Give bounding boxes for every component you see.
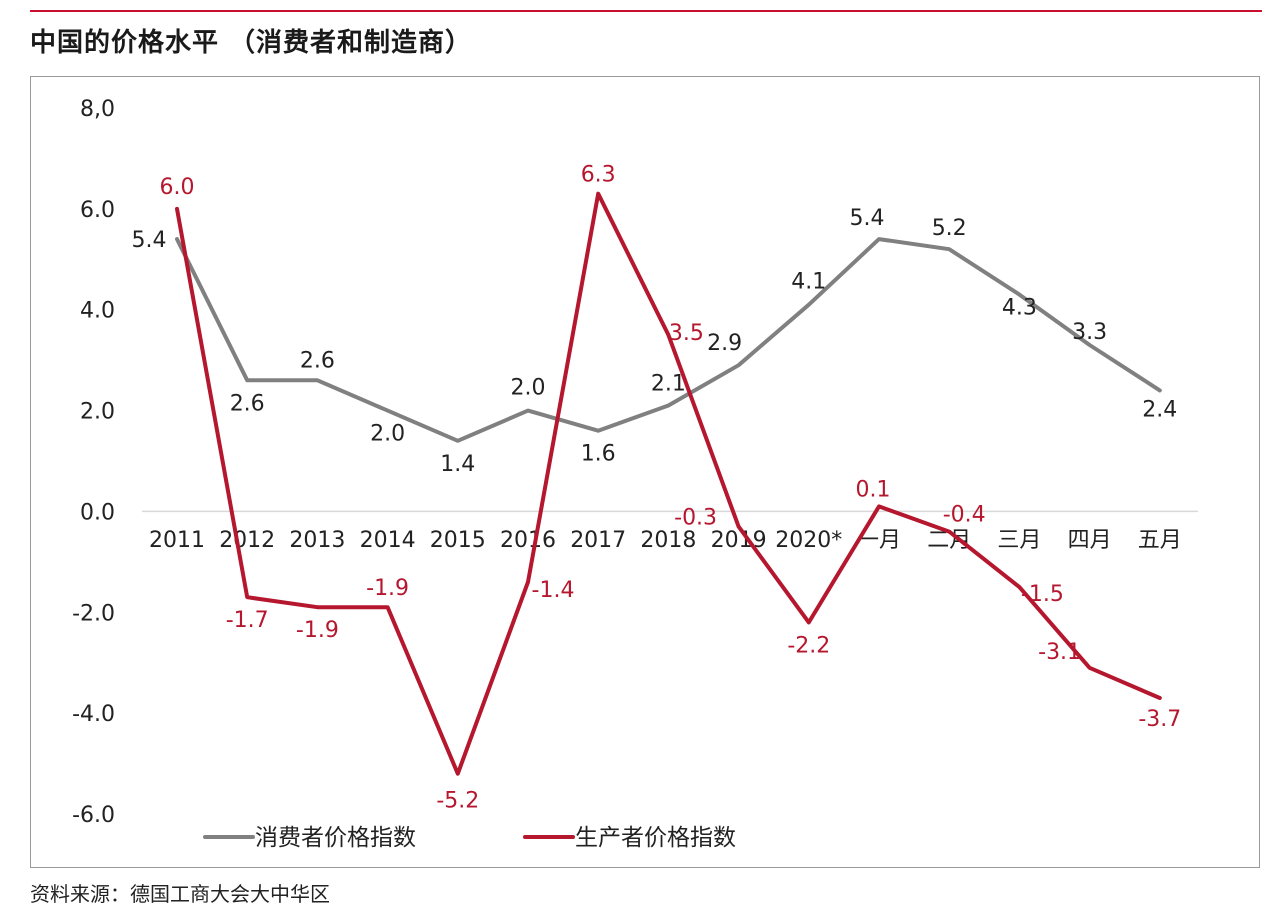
ppi-data-label: -3.7: [1138, 707, 1181, 732]
y-tick-label: 2.0: [80, 400, 115, 425]
x-axis: 2011 2012 2013 2014 2015 2016 2017 2018 2019 2020…: [149, 528, 1182, 553]
ppi-data-label: 0.1: [856, 477, 891, 502]
x-tick-label: 2014: [360, 528, 416, 553]
data-labels: 5.4 2.6 2.6 2.0 1.4 2.0 1.6 2.1 2.9 4.1 5.4 5.2 4.3 3…: [132, 163, 1182, 814]
y-tick-label: -4.0: [72, 702, 115, 727]
ppi-data-label: 6.3: [581, 163, 616, 188]
x-tick-label: 2017: [570, 528, 626, 553]
series-lines: [175, 191, 1162, 776]
cpi-data-label: 3.3: [1072, 320, 1107, 345]
cpi-data-label: 4.1: [791, 270, 826, 295]
cpi-data-label: 1.4: [440, 452, 475, 477]
cpi-data-label: 5.2: [932, 216, 967, 241]
y-axis: 8,0 6.0 4.0 2.0 0.0 -2.0 -4.0 -6.0: [72, 97, 115, 828]
x-tick-label: 2011: [149, 528, 205, 553]
x-tick-label: 2016: [500, 528, 556, 553]
x-tick-label: 四月: [1068, 528, 1112, 553]
x-tick-label: 五月: [1138, 528, 1182, 553]
cpi-data-label: 2.0: [511, 376, 546, 401]
x-tick-label: 2015: [430, 528, 486, 553]
legend-label-cpi: 消费者价格指数: [255, 825, 416, 851]
cpi-data-label: 4.3: [1002, 296, 1037, 321]
cpi-data-label: 2.6: [300, 348, 335, 373]
y-tick-label: 0.0: [80, 500, 115, 525]
legend-label-ppi: 生产者价格指数: [575, 825, 736, 851]
ppi-data-label: -1.5: [1021, 582, 1064, 607]
x-tick-label: 2020*: [775, 528, 842, 553]
ppi-data-label: -2.2: [787, 633, 830, 658]
cpi-data-label: 5.4: [132, 228, 167, 253]
x-tick-label: 2018: [640, 528, 696, 553]
ppi-data-label: -1.4: [532, 578, 575, 603]
x-tick-label: 三月: [997, 528, 1041, 553]
ppi-data-label: -1.9: [296, 618, 339, 643]
source-note: 资料来源：德国工商大会大中华区: [30, 882, 330, 906]
ppi-data-label: -5.2: [436, 789, 479, 814]
cpi-data-label: 2.0: [370, 422, 405, 447]
ppi-data-label: -1.7: [226, 608, 269, 633]
ppi-data-label: 6.0: [160, 175, 195, 200]
ppi-series-line: [175, 191, 1162, 776]
ppi-data-label: -1.9: [366, 576, 409, 601]
top-accent-rule: [30, 10, 1262, 12]
cpi-data-label: 1.6: [581, 442, 616, 467]
y-tick-label: -2.0: [72, 601, 115, 626]
cpi-data-label: 2.4: [1142, 397, 1177, 422]
chart-title: 中国的价格水平 （消费者和制造商）: [30, 28, 473, 58]
x-tick-label: 2019: [711, 528, 767, 553]
cpi-data-label: 5.4: [850, 206, 885, 231]
ppi-data-label: -3.1: [1038, 640, 1081, 665]
ppi-data-label: -0.4: [943, 503, 986, 528]
y-tick-label: 6.0: [80, 198, 115, 223]
y-tick-label: 4.0: [80, 299, 115, 324]
cpi-data-label: 2.1: [651, 372, 686, 397]
ppi-data-label: 3.5: [669, 321, 704, 346]
x-tick-label: 2012: [219, 528, 275, 553]
legend: 消费者价格指数 生产者价格指数: [203, 825, 736, 851]
cpi-series-line: [175, 237, 1162, 443]
y-tick-label: -6.0: [72, 803, 115, 828]
y-tick-label: 8,0: [80, 97, 115, 122]
cpi-data-label: 2.9: [707, 331, 742, 356]
cpi-data-label: 2.6: [230, 391, 265, 416]
ppi-data-label: -0.3: [674, 506, 717, 531]
chart-frame: [30, 76, 1260, 868]
x-tick-label: 2013: [289, 528, 345, 553]
